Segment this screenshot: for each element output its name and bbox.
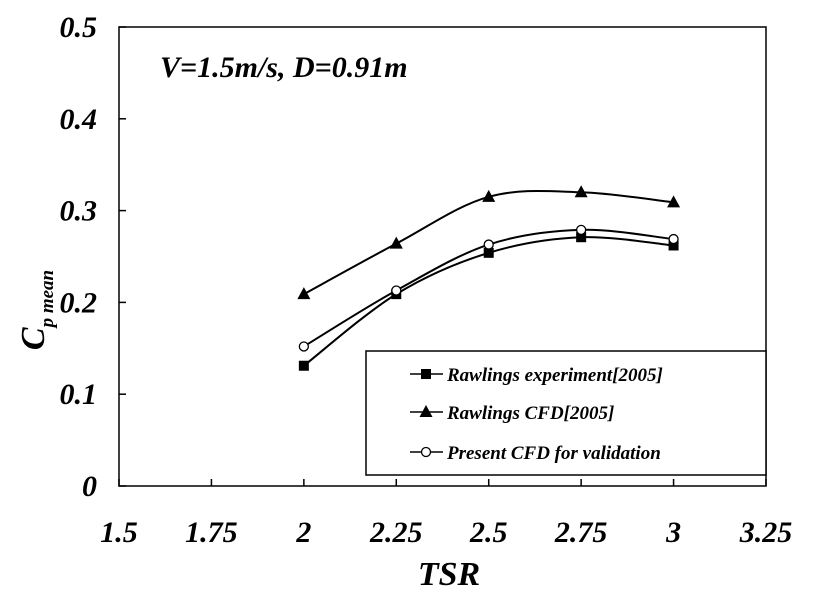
y-tick-label: 0	[82, 470, 97, 503]
y-axis-label: Cp mean	[15, 270, 58, 350]
x-tick-label: 2	[295, 516, 311, 549]
x-axis-ticks: 1.5 1.75 2 2.25 2.5 2.75 3 3.25	[100, 479, 792, 549]
x-tick-label: 3.25	[739, 516, 793, 549]
legend-box	[365, 350, 767, 476]
svg-text:Cp mean: Cp mean	[15, 270, 58, 350]
data-point-triangle	[667, 195, 681, 208]
legend-label: Rawlings experiment[2005]	[446, 365, 663, 386]
data-point-square	[668, 240, 679, 251]
y-axis-label-sub: p mean	[37, 270, 58, 330]
data-point-circle	[575, 224, 587, 236]
data-point-circle	[483, 239, 494, 250]
data-point-triangle	[574, 185, 588, 198]
x-tick-label: 2.25	[369, 516, 423, 549]
x-tick-label: 1.5	[100, 516, 138, 549]
y-tick-label: 0.3	[60, 195, 98, 228]
data-point-triangle	[297, 287, 311, 300]
chart-annotation: V=1.5m/s, D=0.91m	[160, 51, 408, 84]
x-axis-label: TSR	[418, 556, 480, 593]
x-tick-label: 1.75	[185, 516, 238, 549]
series-layer	[297, 185, 681, 371]
data-point-circle	[298, 341, 310, 352]
y-tick-label: 0.2	[60, 286, 98, 319]
legend-marker-triangle	[419, 405, 433, 417]
legend-marker-circle	[420, 446, 432, 458]
data-point-circle	[391, 285, 402, 296]
legend-items: Rawlings experiment[2005] Rawlings CFD[20…	[410, 365, 663, 464]
x-tick-label: 2.75	[554, 516, 608, 549]
y-tick-label: 0.5	[60, 11, 98, 44]
y-axis-ticks: 0 0.1 0.2 0.3 0.4 0.5	[60, 11, 126, 503]
data-point-triangle	[482, 189, 496, 202]
data-point-circle	[668, 233, 679, 245]
x-tick-label: 3	[665, 516, 681, 549]
data-point-square	[298, 360, 309, 371]
data-point-square	[483, 247, 494, 258]
legend-label: Present CFD for validation	[446, 443, 661, 464]
plot-area-frame	[118, 26, 767, 487]
y-tick-label: 0.1	[60, 378, 98, 411]
data-point-triangle	[389, 236, 403, 249]
y-tick-label: 0.4	[60, 103, 98, 136]
legend-label: Rawlings CFD[2005]	[446, 403, 614, 424]
x-tick-label: 2.5	[469, 516, 508, 549]
y-axis-label-main: C	[15, 327, 52, 350]
legend: Rawlings experiment[2005] Rawlings CFD[20…	[365, 350, 767, 476]
legend-marker-square	[421, 369, 431, 379]
data-point-square	[576, 232, 587, 243]
